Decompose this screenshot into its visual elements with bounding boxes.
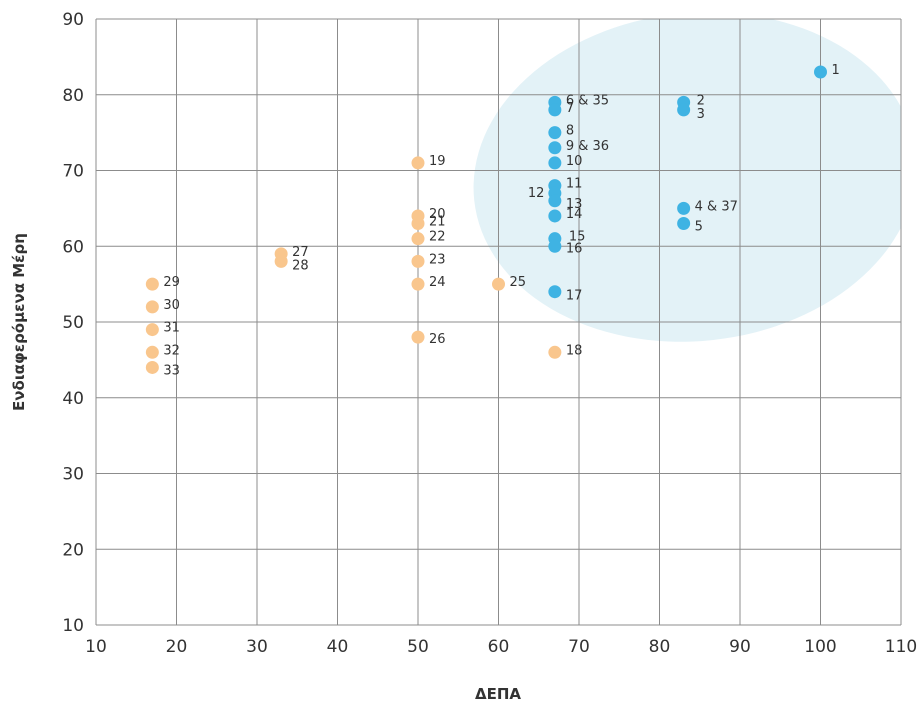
y-tick-label: 30 [62,465,84,485]
data-point-label: 19 [429,154,446,169]
grid [95,18,902,626]
data-point [548,103,562,117]
y-axis-ticks: 10 20 30 40 50 60 70 80 90 [62,10,84,636]
data-point-label: 5 [695,220,703,235]
data-point [492,277,505,291]
data-point [145,360,159,374]
data-point-label: 25 [510,275,527,290]
data-point-label: 8 [566,124,574,139]
data-points [145,65,827,374]
data-point-label: 31 [163,321,180,336]
highlight-region-layer [473,19,901,342]
data-point [814,65,827,79]
data-point-label: 28 [292,258,309,273]
data-point-label: 10 [566,154,583,169]
data-point [548,239,562,253]
x-tick-label: 90 [729,637,751,657]
x-tick-label: 40 [327,637,349,657]
data-point-label: 27 [292,245,309,260]
data-point [274,254,288,268]
data-point-label: 18 [566,343,583,358]
data-point-label: 16 [566,241,583,256]
data-point-label: 20 [429,207,446,222]
data-point-label: 7 [566,101,574,116]
x-tick-label: 20 [166,637,188,657]
data-point-label: 26 [429,332,446,347]
x-tick-label: 80 [649,637,671,657]
y-tick-label: 60 [62,237,84,257]
data-point-label: 32 [163,343,180,358]
data-point-label: 15 [569,230,586,245]
x-tick-label: 60 [488,637,510,657]
data-point-label: 17 [566,289,583,304]
data-point [548,209,562,223]
x-tick-label: 30 [246,637,268,657]
y-tick-label: 70 [62,162,84,182]
data-point-label: 13 [566,197,583,212]
data-point-label: 12 [528,186,545,201]
data-point [677,217,691,231]
x-tick-label: 50 [407,637,429,657]
x-tick-label: 110 [885,637,917,657]
data-point-label: 33 [163,363,180,378]
data-point [411,330,425,344]
data-point-label: 11 [566,177,583,192]
data-point [548,141,562,155]
data-point [411,156,425,170]
x-tick-label: 100 [804,637,836,657]
data-point [548,126,562,140]
x-tick-label: 10 [85,637,107,657]
data-point-label: 21 [429,215,446,230]
data-point [548,194,562,208]
data-point-label: 2 [697,93,705,108]
data-point-label: 1 [832,63,840,78]
data-point-label: 23 [429,252,446,267]
y-tick-label: 50 [62,313,84,333]
data-point [411,232,425,246]
data-point [145,300,159,314]
data-point [548,285,562,299]
data-point [145,345,159,359]
data-point-label: 9 & 36 [566,139,609,154]
data-point [411,254,425,268]
data-point [548,345,562,359]
data-point [548,156,562,170]
data-point [677,103,691,117]
data-point-label: 6 & 35 [566,93,609,108]
data-point-label: 22 [429,230,446,245]
data-point-label: 24 [429,275,446,290]
x-axis-ticks: 10 20 30 40 50 60 70 80 90 100 110 [85,637,917,657]
data-point [145,277,159,291]
x-tick-label: 70 [568,637,590,657]
y-tick-label: 90 [62,10,84,30]
y-tick-label: 10 [62,616,84,636]
data-point [411,217,425,231]
data-point-label: 4 & 37 [695,199,738,214]
y-axis-title: Ενδιαφερόμενα Μέρη [10,233,28,411]
data-point-label: 29 [163,275,180,290]
highlight-region [473,19,901,342]
data-point-label: 30 [163,298,180,313]
data-point [677,201,691,215]
y-tick-label: 20 [62,540,84,560]
y-tick-label: 40 [62,389,84,409]
data-point [411,277,425,291]
data-point [145,323,159,337]
data-point-label: 14 [566,207,583,222]
data-point-label: 3 [697,107,705,122]
x-axis-title: ΔΕΠΑ [475,685,521,702]
y-tick-label: 80 [62,86,84,106]
